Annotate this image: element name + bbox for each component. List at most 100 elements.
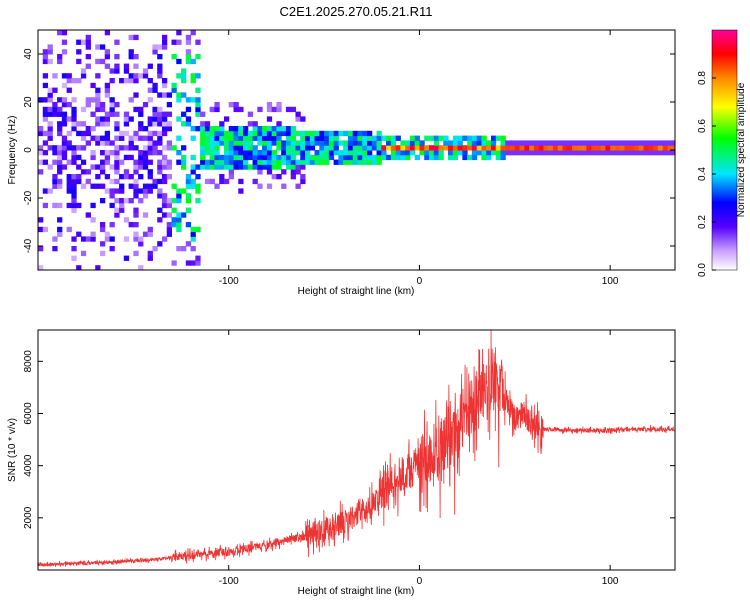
spectrogram-cell — [157, 159, 163, 165]
spectrogram-cell — [161, 212, 168, 218]
spectrogram-cell — [152, 106, 158, 113]
spectrogram-cell — [171, 82, 177, 89]
spectrogram-cell — [266, 150, 273, 156]
spectrogram-cell — [524, 150, 530, 156]
spectrogram-cell — [71, 106, 77, 113]
spectrogram-cell — [185, 106, 192, 113]
spectrogram-cell — [109, 102, 115, 108]
spectrogram-cell — [66, 183, 72, 189]
spectrogram-y-tick-label: 0 — [23, 147, 34, 153]
spectrogram-cell — [114, 198, 120, 204]
spectrogram-cell — [142, 73, 149, 79]
spectrogram-cell — [276, 164, 282, 170]
spectrogram-cell — [152, 82, 158, 89]
spectrogram-cell — [214, 145, 220, 151]
spectrogram-cell — [114, 102, 120, 108]
spectrogram-cell — [123, 154, 130, 161]
snr-xlabel: Height of straight line (km) — [298, 586, 415, 597]
spectrogram-cell — [390, 135, 397, 141]
spectrogram-cell — [176, 193, 182, 199]
snr-line — [38, 330, 675, 567]
spectrogram-cell — [52, 236, 58, 242]
spectrogram-cell — [533, 150, 540, 156]
snr-x-tick-label: -100 — [219, 576, 239, 587]
spectrogram-cell — [133, 73, 139, 79]
spectrogram-cell — [266, 164, 273, 170]
spectrogram-cell — [185, 241, 192, 247]
spectrogram-cell — [161, 202, 168, 209]
spectrogram-cell — [209, 150, 215, 156]
spectrogram-cell — [104, 159, 111, 165]
spectrogram-cell — [80, 135, 87, 141]
spectrogram-cell — [195, 111, 201, 117]
spectrogram-cell — [76, 164, 82, 170]
spectrogram-cell — [190, 236, 196, 242]
spectrogram-cell — [305, 130, 311, 137]
spectrogram-cell — [157, 130, 163, 137]
spectrogram-cell — [266, 145, 273, 151]
spectrogram-cell — [42, 116, 49, 122]
spectrogram-cell — [138, 265, 144, 270]
spectrogram-cell — [572, 145, 578, 151]
spectrogram-cell — [119, 135, 125, 141]
spectrogram-cell — [38, 159, 44, 165]
spectrogram-cell — [257, 126, 263, 132]
spectrogram-cell — [161, 236, 168, 242]
spectrogram-cell — [157, 54, 163, 60]
spectrogram-cell — [176, 92, 182, 98]
spectrogram-cell — [138, 154, 144, 161]
spectrogram-cell — [338, 150, 344, 156]
spectrogram-cell — [42, 140, 49, 146]
spectrogram-cell — [133, 188, 139, 194]
spectrogram-cell — [424, 150, 430, 156]
spectrogram-cell — [157, 193, 163, 199]
spectrogram-cell — [85, 102, 91, 108]
spectrogram-cell — [638, 145, 645, 151]
spectrogram-cell — [486, 140, 492, 146]
spectrogram-cell — [352, 150, 358, 156]
spectrogram-cell — [219, 154, 225, 161]
spectrogram-cell — [357, 135, 363, 141]
spectrogram-cell — [61, 97, 68, 103]
spectrogram-cell — [76, 265, 82, 270]
spectrogram-cell — [366, 154, 373, 161]
spectrogram-cell — [147, 231, 153, 237]
spectrogram-cell — [371, 154, 378, 161]
spectrogram-cell — [204, 135, 211, 141]
spectrogram-cell — [223, 145, 230, 151]
spectrogram-cell — [76, 178, 82, 185]
figure-title: C2E1.2025.270.05.21.R11 — [280, 4, 433, 19]
spectrogram-cell — [381, 135, 387, 141]
spectrogram-cell — [219, 178, 225, 185]
spectrogram-cell — [233, 126, 239, 132]
spectrogram-cell — [104, 30, 111, 36]
spectrogram-cell — [190, 58, 196, 65]
spectrogram-cell — [104, 54, 111, 60]
spectrogram-cell — [204, 178, 211, 185]
spectrogram-cell — [338, 159, 344, 165]
spectrogram-cell — [95, 87, 101, 93]
spectrogram-cell — [95, 97, 101, 103]
spectrogram-cell — [185, 207, 192, 213]
spectrogram-cell — [300, 164, 306, 170]
spectrogram-cell — [386, 140, 392, 146]
spectrogram-cell — [47, 126, 53, 132]
spectrogram-cell — [66, 145, 72, 151]
spectrogram-cell — [657, 145, 664, 151]
spectrogram-cell — [42, 226, 49, 233]
spectrogram-cell — [347, 150, 354, 156]
spectrogram-cell — [276, 154, 282, 161]
spectrogram-cell — [233, 164, 239, 170]
spectrogram-cell — [247, 145, 254, 151]
spectrogram-cell — [38, 265, 44, 270]
spectrogram-cell — [366, 130, 373, 137]
spectrogram-cell — [290, 145, 296, 151]
spectrogram-cell — [66, 130, 72, 137]
spectrogram-cell — [138, 126, 144, 132]
spectrogram-cell — [228, 145, 234, 151]
spectrogram-cell — [519, 140, 525, 146]
spectrogram-cell — [190, 178, 196, 185]
spectrogram-cell — [95, 121, 101, 127]
spectrogram-cell — [71, 255, 77, 261]
spectrogram-cell — [66, 116, 72, 122]
